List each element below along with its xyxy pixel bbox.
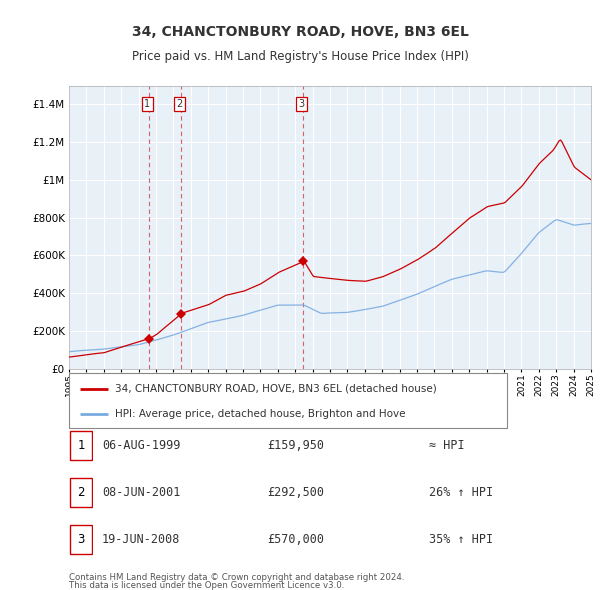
- Text: 1: 1: [77, 439, 85, 452]
- FancyBboxPatch shape: [70, 478, 92, 507]
- Text: 1: 1: [144, 99, 151, 109]
- Text: 06-AUG-1999: 06-AUG-1999: [102, 439, 181, 452]
- Text: 34, CHANCTONBURY ROAD, HOVE, BN3 6EL (detached house): 34, CHANCTONBURY ROAD, HOVE, BN3 6EL (de…: [115, 384, 437, 394]
- Text: This data is licensed under the Open Government Licence v3.0.: This data is licensed under the Open Gov…: [69, 581, 344, 590]
- Text: Contains HM Land Registry data © Crown copyright and database right 2024.: Contains HM Land Registry data © Crown c…: [69, 572, 404, 582]
- Text: 08-JUN-2001: 08-JUN-2001: [102, 486, 181, 499]
- FancyBboxPatch shape: [70, 431, 92, 460]
- Text: 3: 3: [77, 533, 85, 546]
- Text: £159,950: £159,950: [267, 439, 324, 452]
- Text: Price paid vs. HM Land Registry's House Price Index (HPI): Price paid vs. HM Land Registry's House …: [131, 50, 469, 63]
- Text: 2: 2: [77, 486, 85, 499]
- Text: 35% ↑ HPI: 35% ↑ HPI: [429, 533, 493, 546]
- Text: 2: 2: [176, 99, 182, 109]
- Text: £570,000: £570,000: [267, 533, 324, 546]
- Text: 19-JUN-2008: 19-JUN-2008: [102, 533, 181, 546]
- FancyBboxPatch shape: [70, 525, 92, 555]
- Text: HPI: Average price, detached house, Brighton and Hove: HPI: Average price, detached house, Brig…: [115, 409, 406, 419]
- FancyBboxPatch shape: [69, 373, 507, 428]
- Text: 34, CHANCTONBURY ROAD, HOVE, BN3 6EL: 34, CHANCTONBURY ROAD, HOVE, BN3 6EL: [131, 25, 469, 40]
- Text: £292,500: £292,500: [267, 486, 324, 499]
- Text: 3: 3: [299, 99, 305, 109]
- Text: ≈ HPI: ≈ HPI: [429, 439, 464, 452]
- Text: 26% ↑ HPI: 26% ↑ HPI: [429, 486, 493, 499]
